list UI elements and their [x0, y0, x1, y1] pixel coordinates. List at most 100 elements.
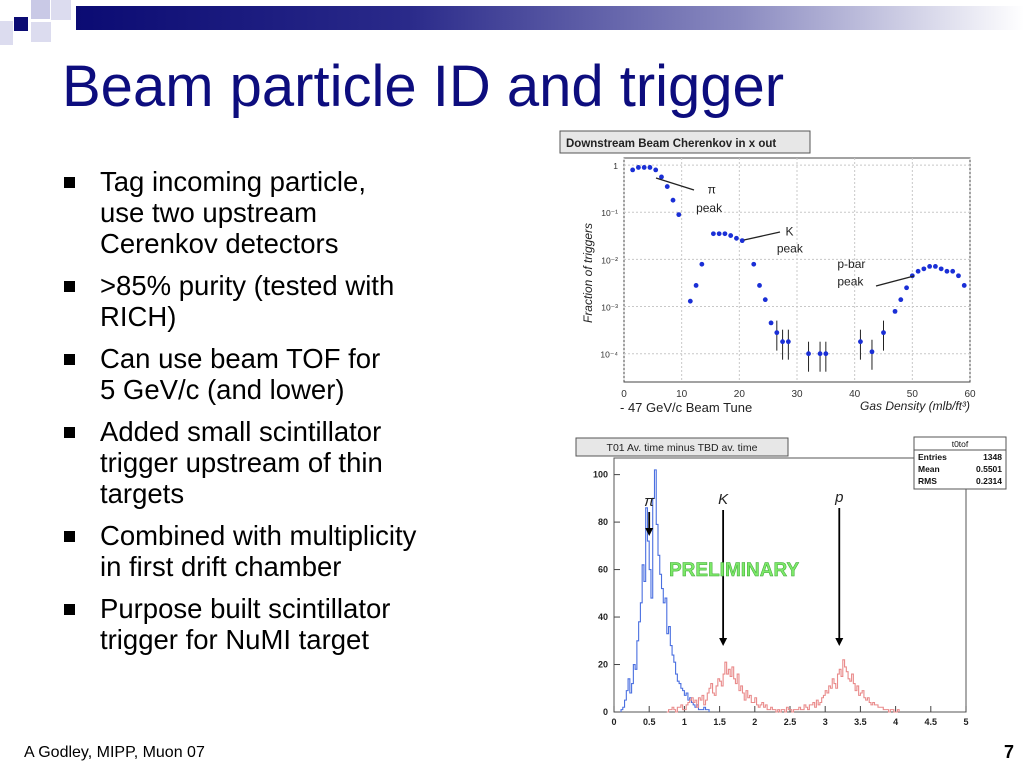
data-point [762, 297, 768, 303]
beam-tune-label: - 47 GeV/c Beam Tune [620, 400, 752, 415]
bullet-text: Can use beam TOF for 5 GeV/c (and lower) [100, 343, 381, 405]
stats-entries-value: 1348 [983, 452, 1002, 462]
data-point [785, 339, 791, 345]
peak-annotation: peak [696, 201, 723, 215]
peak-arrowhead [835, 638, 844, 646]
histogram-title: T01 Av. time minus TBD av. time [607, 442, 758, 454]
bullet-item: Can use beam TOF for 5 GeV/c (and lower) [62, 343, 502, 405]
corner-square [14, 17, 28, 31]
data-point [636, 165, 641, 170]
data-point [950, 268, 956, 274]
y-tick-label: 20 [598, 660, 608, 670]
data-point [956, 273, 961, 279]
data-point [734, 235, 739, 241]
data-point [817, 351, 823, 357]
data-point [904, 285, 909, 291]
stats-box: t0tof Entries 1348 Mean 0.5501 RMS 0.231… [913, 436, 1007, 490]
x-tick-label: 30 [791, 389, 803, 400]
bullet-text: >85% purity (tested with RICH) [100, 270, 395, 332]
bullet-item: Tag incoming particle, use two upstream … [62, 166, 502, 259]
x-tick-label: 0.5 [643, 717, 656, 727]
peak-annotation: peak [837, 274, 864, 288]
pbar-peak-arrow [875, 275, 915, 287]
bullet-text: Added small scintillator trigger upstrea… [100, 416, 383, 509]
stats-rms-label: RMS [918, 476, 937, 486]
annotation-arrows [655, 177, 915, 287]
bullet-square-icon [64, 604, 75, 615]
x-tick-label: 0 [611, 717, 616, 727]
data-point [892, 308, 898, 314]
bullet-square-icon [64, 531, 75, 542]
stats-mean-label: Mean [918, 464, 940, 474]
bullet-item: Added small scintillator trigger upstrea… [62, 416, 502, 509]
x-tick-label: 5 [963, 717, 968, 727]
peak-annotation: π [708, 182, 716, 196]
y-tick-label: 10⁻¹ [601, 208, 618, 218]
x-tick-label: 40 [849, 389, 861, 400]
data-point [751, 261, 757, 267]
data-point [659, 174, 664, 180]
histogram-title-box [575, 437, 789, 457]
corner-square [51, 0, 71, 20]
x-axis-label: Gas Density (mlb/ft³) [860, 399, 970, 413]
stats-entries-label: Entries [918, 452, 947, 462]
data-point [722, 231, 728, 237]
peak-label: p [834, 489, 843, 506]
tof-histogram-chart: T01 Av. time minus TBD av. time t0tof En… [572, 436, 1010, 742]
x-tick-label: 4 [893, 717, 898, 727]
data-point [768, 320, 774, 326]
stats-name: t0tof [952, 439, 969, 449]
data-point [693, 283, 699, 288]
data-point [664, 184, 670, 189]
data-point [961, 283, 967, 288]
corner-square [51, 22, 69, 46]
peak-label: K [718, 491, 729, 508]
data-point [921, 266, 927, 272]
corner-square [0, 21, 13, 45]
data-point [739, 238, 745, 244]
title-gradient-bar [76, 6, 1024, 30]
x-tick-label: 3.5 [854, 717, 867, 727]
y-tick-label: 10⁻² [601, 255, 618, 265]
data-point [944, 268, 950, 274]
data-point [653, 167, 659, 173]
peak-annotation: K [785, 225, 793, 239]
data-point [869, 349, 875, 355]
x-tick-label: 1.5 [713, 717, 726, 727]
stats-mean-value: 0.5501 [976, 464, 1002, 474]
preliminary-watermark: PRELIMINARY [669, 560, 800, 581]
x-tick-label: 3 [823, 717, 828, 727]
y-tick-label: 0 [603, 707, 608, 717]
cherenkov-scan-chart: Downstream Beam Cherenkov in x out 1 10⁻¹… [559, 130, 976, 415]
data-point [716, 231, 722, 237]
y-tick-label: 80 [598, 517, 608, 527]
plot-frame [613, 457, 967, 713]
bullet-text: Purpose built scintillator trigger for N… [100, 593, 391, 655]
footer-author: A Godley, MIPP, Muon 07 [24, 744, 205, 761]
chart-title-box [559, 130, 811, 154]
x-tick-label: 60 [964, 389, 976, 400]
y-tick-label: 1 [613, 161, 618, 171]
x-tick-label: 50 [907, 389, 919, 400]
data-point [898, 297, 904, 303]
corner-square [31, 22, 51, 42]
data-point [710, 231, 716, 237]
corner-square [31, 0, 50, 19]
page-number: 7 [1003, 742, 1014, 762]
bullet-list: Tag incoming particle, use two upstream … [62, 166, 502, 666]
pion-histogram-series [620, 469, 710, 712]
x-tick-label: 0 [621, 389, 627, 400]
kaon-proton-histogram-series [666, 659, 900, 713]
y-tick-label: 10⁻⁴ [600, 350, 618, 360]
data-point [938, 266, 944, 272]
peak-annotation: peak [777, 241, 804, 255]
y-tick-label: 10⁻³ [601, 303, 618, 313]
peak-annotation: p-bar [837, 257, 865, 271]
data-point [641, 165, 647, 170]
data-point [881, 330, 886, 336]
data-point [676, 212, 682, 218]
x-tick-label: 4.5 [925, 717, 938, 727]
bullet-item: >85% purity (tested with RICH) [62, 270, 502, 332]
bullet-square-icon [64, 354, 75, 365]
y-tick-label: 100 [593, 470, 608, 480]
